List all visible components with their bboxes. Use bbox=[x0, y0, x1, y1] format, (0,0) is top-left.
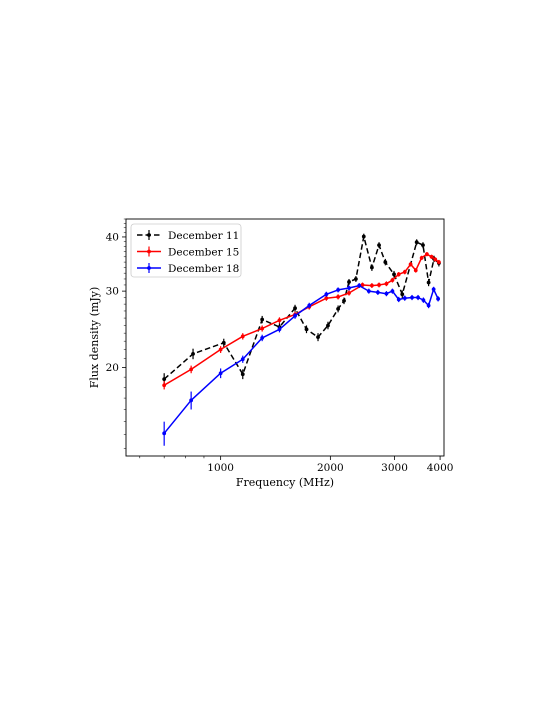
data-point bbox=[189, 367, 194, 372]
data-point bbox=[421, 298, 426, 303]
data-point bbox=[402, 270, 407, 274]
data-point bbox=[384, 281, 389, 286]
data-point bbox=[293, 306, 297, 311]
data-point bbox=[419, 255, 424, 260]
data-point bbox=[162, 383, 167, 388]
data-point bbox=[218, 347, 223, 352]
legend-label: December 18 bbox=[168, 263, 239, 275]
data-point bbox=[353, 277, 358, 281]
data-point bbox=[436, 296, 440, 301]
data-point bbox=[304, 327, 309, 332]
data-point bbox=[342, 298, 346, 303]
data-point bbox=[240, 372, 245, 377]
data-point bbox=[369, 265, 374, 270]
data-point bbox=[383, 260, 388, 264]
data-point bbox=[436, 260, 441, 264]
data-point bbox=[326, 323, 330, 328]
data-point bbox=[293, 314, 297, 318]
y-tick-label: 20 bbox=[106, 362, 119, 374]
data-point bbox=[416, 295, 420, 300]
data-point bbox=[408, 262, 413, 267]
data-point bbox=[384, 291, 389, 296]
data-point bbox=[347, 286, 351, 290]
data-point bbox=[413, 268, 418, 273]
data-point bbox=[392, 272, 396, 277]
legend-marker bbox=[147, 249, 151, 254]
data-point bbox=[336, 306, 340, 311]
data-point bbox=[260, 317, 265, 322]
data-point bbox=[324, 296, 329, 301]
data-point bbox=[426, 303, 431, 308]
data-point bbox=[369, 283, 374, 288]
data-point bbox=[433, 257, 438, 262]
data-point bbox=[426, 280, 431, 285]
data-point bbox=[336, 294, 340, 299]
x-axis-label: Frequency (MHz) bbox=[236, 476, 334, 489]
y-tick-label: 40 bbox=[106, 231, 119, 243]
x-tick-label: 1000 bbox=[207, 462, 234, 474]
data-point bbox=[307, 303, 312, 308]
data-point bbox=[277, 318, 282, 323]
data-point bbox=[347, 280, 351, 284]
data-point bbox=[400, 292, 405, 297]
data-point bbox=[366, 289, 371, 294]
data-point bbox=[162, 377, 167, 382]
legend-label: December 11 bbox=[168, 230, 239, 242]
data-point bbox=[360, 283, 365, 287]
data-point bbox=[377, 283, 381, 287]
data-point bbox=[402, 296, 407, 301]
data-point bbox=[316, 335, 320, 340]
data-point bbox=[336, 287, 340, 292]
data-point bbox=[260, 326, 265, 331]
data-point bbox=[240, 357, 245, 362]
x-tick-label: 3000 bbox=[381, 462, 408, 474]
data-point bbox=[429, 254, 434, 259]
series-2 bbox=[162, 252, 441, 390]
legend-marker bbox=[147, 233, 151, 237]
data-point bbox=[375, 290, 380, 295]
data-point bbox=[421, 243, 425, 248]
data-point bbox=[424, 252, 429, 257]
plot-frame bbox=[125, 218, 445, 457]
data-point bbox=[162, 431, 167, 436]
x-tick-label: 4000 bbox=[427, 462, 454, 474]
data-point bbox=[221, 340, 226, 345]
data-point bbox=[218, 371, 223, 376]
data-point bbox=[431, 287, 436, 292]
series-layer bbox=[162, 233, 441, 446]
data-point bbox=[324, 292, 329, 297]
series-3 bbox=[162, 283, 440, 446]
data-point bbox=[414, 240, 419, 245]
data-point bbox=[357, 283, 362, 288]
data-point bbox=[260, 336, 265, 340]
legend-label: December 15 bbox=[168, 246, 239, 258]
y-axis-label: Flux density (mJy) bbox=[88, 287, 101, 389]
data-point bbox=[377, 243, 381, 248]
data-point bbox=[390, 289, 395, 294]
x-tick-label: 2000 bbox=[317, 462, 344, 474]
data-point bbox=[396, 272, 401, 277]
data-point bbox=[240, 334, 245, 339]
data-point bbox=[189, 398, 194, 403]
data-point bbox=[277, 327, 282, 332]
data-point bbox=[410, 295, 414, 300]
data-point bbox=[390, 278, 395, 283]
legend-box bbox=[130, 223, 242, 278]
y-tick-label: 30 bbox=[106, 286, 119, 298]
series-1 bbox=[162, 233, 441, 386]
data-point bbox=[347, 291, 351, 295]
data-point bbox=[361, 234, 366, 239]
data-point bbox=[396, 297, 401, 302]
legend: December 11 December 15 December 18 bbox=[130, 223, 242, 278]
ticks-layer: 1000 2000 3000 4000 20 30 40 bbox=[106, 218, 454, 474]
data-point bbox=[191, 351, 195, 356]
legend-marker bbox=[147, 266, 151, 270]
